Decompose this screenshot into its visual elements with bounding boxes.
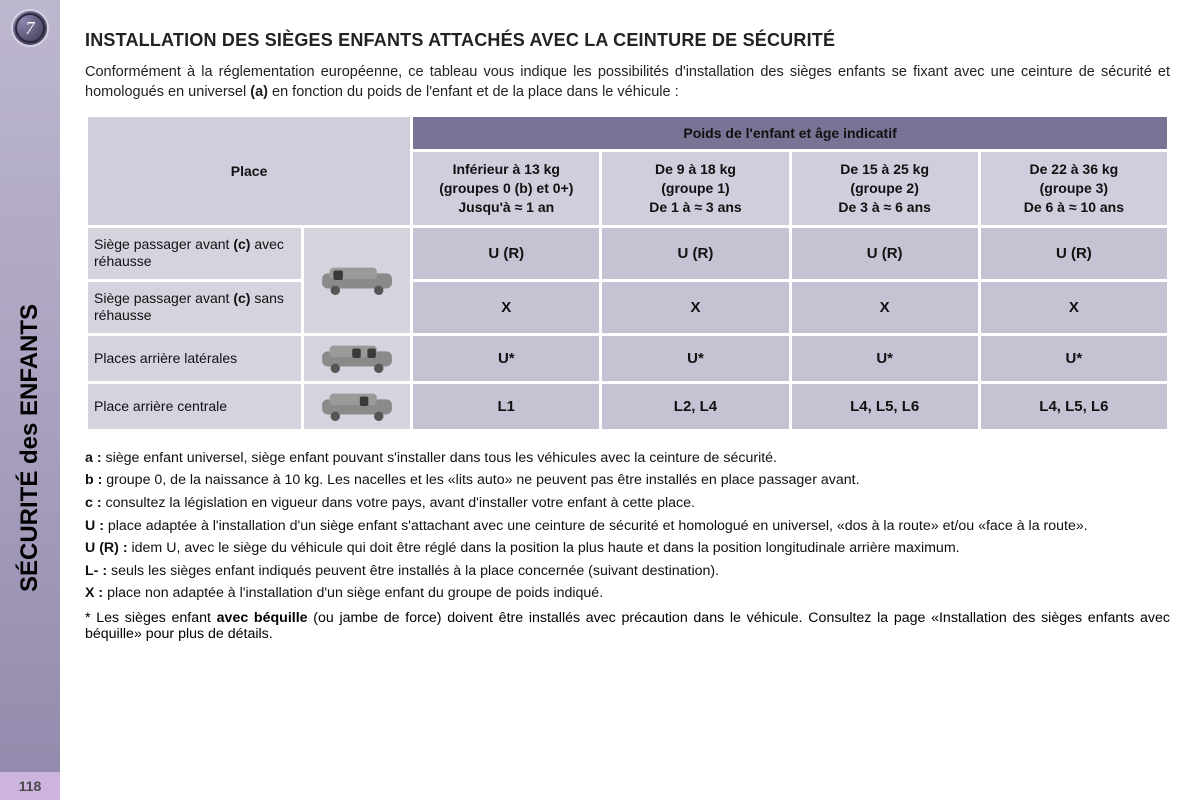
cell-1-1: X <box>602 282 788 333</box>
note-5: L- : seuls les sièges enfant indiqués pe… <box>85 561 1170 582</box>
row-label-2: Places arrière latérales <box>88 336 301 381</box>
cell-0-3: U (R) <box>981 228 1167 279</box>
car-icon-rear_center <box>304 384 410 429</box>
sidebar: 7 SÉCURITÉ des ENFANTS <box>0 0 60 800</box>
cell-0-1: U (R) <box>602 228 788 279</box>
childseat-table: Place Poids de l'enfant et âge indicatif… <box>85 114 1170 432</box>
header-group-0: Inférieur à 13 kg(groupes 0 (b) et 0+)Ju… <box>413 152 599 225</box>
page-number: 118 <box>0 772 60 800</box>
car-icon-front <box>304 228 410 333</box>
cell-3-2: L4, L5, L6 <box>792 384 978 429</box>
row-label-3: Place arrière centrale <box>88 384 301 429</box>
row-label-1: Siège passager avant (c) sans réhausse <box>88 282 301 333</box>
note-6: X : place non adaptée à l'installation d… <box>85 583 1170 604</box>
cell-3-1: L2, L4 <box>602 384 788 429</box>
header-group-1: De 9 à 18 kg(groupe 1)De 1 à ≈ 3 ans <box>602 152 788 225</box>
cell-3-3: L4, L5, L6 <box>981 384 1167 429</box>
sidebar-title: SÉCURITÉ des ENFANTS <box>16 304 44 592</box>
page-title: INSTALLATION DES SIÈGES ENFANTS ATTACHÉS… <box>85 30 1170 51</box>
cell-2-2: U* <box>792 336 978 381</box>
header-group-2: De 15 à 25 kg(groupe 2)De 3 à ≈ 6 ans <box>792 152 978 225</box>
note-2: c : consultez la législation en vigueur … <box>85 493 1170 514</box>
note-4: U (R) : idem U, avec le siège du véhicul… <box>85 538 1170 559</box>
cell-2-3: U* <box>981 336 1167 381</box>
row-label-0: Siège passager avant (c) avec réhausse <box>88 228 301 279</box>
cell-1-0: X <box>413 282 599 333</box>
note-3: U : place adaptée à l'installation d'un … <box>85 516 1170 537</box>
chapter-badge: 7 <box>10 8 50 48</box>
note-1: b : groupe 0, de la naissance à 10 kg. L… <box>85 470 1170 491</box>
cell-3-0: L1 <box>413 384 599 429</box>
cell-2-0: U* <box>413 336 599 381</box>
cell-0-2: U (R) <box>792 228 978 279</box>
cell-1-2: X <box>792 282 978 333</box>
note-0: a : siège enfant universel, siège enfant… <box>85 448 1170 469</box>
header-place: Place <box>88 117 410 225</box>
legend: a : siège enfant universel, siège enfant… <box>85 448 1170 604</box>
cell-0-0: U (R) <box>413 228 599 279</box>
intro-text: Conformément à la réglementation europée… <box>85 63 1170 102</box>
car-icon-rear_sides <box>304 336 410 381</box>
chapter-number: 7 <box>26 18 36 38</box>
header-super: Poids de l'enfant et âge indicatif <box>413 117 1167 149</box>
footnote: * Les sièges enfant avec béquille (ou ja… <box>85 610 1170 642</box>
header-group-3: De 22 à 36 kg(groupe 3)De 6 à ≈ 10 ans <box>981 152 1167 225</box>
cell-2-1: U* <box>602 336 788 381</box>
page-content: INSTALLATION DES SIÈGES ENFANTS ATTACHÉS… <box>85 30 1170 642</box>
cell-1-3: X <box>981 282 1167 333</box>
